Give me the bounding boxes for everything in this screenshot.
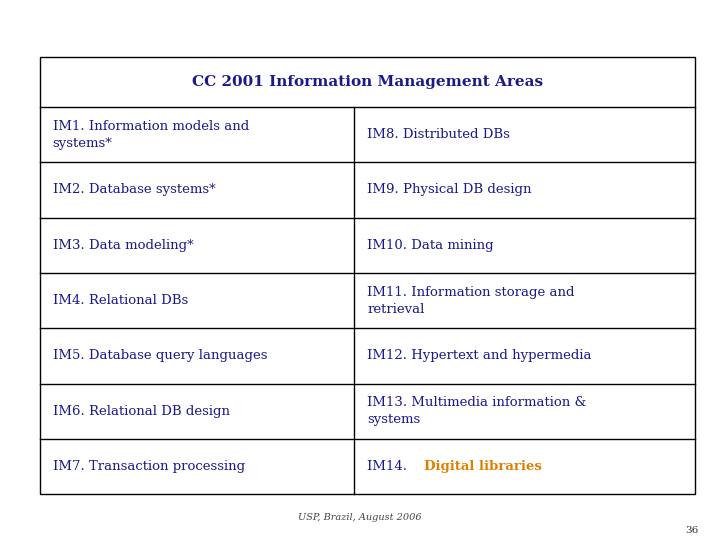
Text: IM2. Database systems*: IM2. Database systems*: [53, 184, 215, 197]
Text: IM1. Information models and
systems*: IM1. Information models and systems*: [53, 120, 249, 150]
Text: IM12. Hypertext and hypermedia: IM12. Hypertext and hypermedia: [367, 349, 592, 362]
Text: IM14.: IM14.: [367, 460, 411, 473]
Text: IM3. Data modeling*: IM3. Data modeling*: [53, 239, 193, 252]
Text: IM11. Information storage and
retrieval: IM11. Information storage and retrieval: [367, 286, 575, 315]
Text: CC 2001 Information Management Areas: CC 2001 Information Management Areas: [192, 75, 543, 89]
Text: 36: 36: [685, 525, 698, 535]
Text: IM8. Distributed DBs: IM8. Distributed DBs: [367, 128, 510, 141]
Text: IM10. Data mining: IM10. Data mining: [367, 239, 494, 252]
Text: IM6. Relational DB design: IM6. Relational DB design: [53, 404, 230, 417]
Text: IM5. Database query languages: IM5. Database query languages: [53, 349, 267, 362]
Text: IM4. Relational DBs: IM4. Relational DBs: [53, 294, 188, 307]
Text: IM9. Physical DB design: IM9. Physical DB design: [367, 184, 531, 197]
Text: Digital libraries: Digital libraries: [424, 460, 542, 473]
Text: IM7. Transaction processing: IM7. Transaction processing: [53, 460, 245, 473]
Text: IM13. Multimedia information &
systems: IM13. Multimedia information & systems: [367, 396, 586, 426]
Text: USP, Brazil, August 2006: USP, Brazil, August 2006: [298, 513, 422, 522]
